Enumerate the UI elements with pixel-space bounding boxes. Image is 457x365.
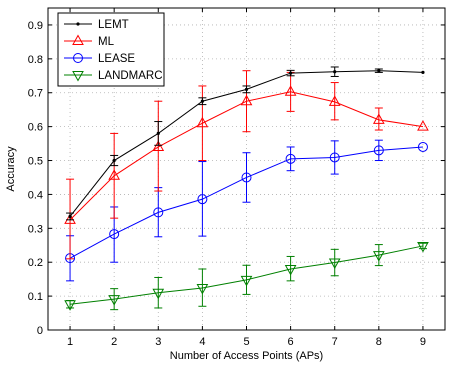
legend-box [57,12,165,87]
data-point-landmarc [372,251,385,262]
error-bar-ml [374,107,383,131]
y-tick-label: 0.2 [28,257,43,269]
data-point-landmarc [240,275,253,287]
legend-label-ml: ML [98,36,115,48]
error-bar-ml [330,82,339,121]
y-tick-label: 0.9 [28,20,43,32]
x-tick-label: 5 [243,336,249,348]
legend-marker-ml [72,34,84,45]
axis-ticks: 1 2 3 4 5 6 7 8 9 0 0.1 0.2 0.3 0.4 0.5 0.6 0.7 0.8 0.9 [28,8,445,348]
y-tick-label: 0.3 [28,223,43,235]
legend-label-lemt: LEMT [98,19,129,31]
data-point-ml [108,169,121,180]
data-point-lemt [377,69,381,73]
data-point-landmarc [152,288,165,300]
data-point-lease [329,152,340,163]
y-tick-label: 0.7 [28,88,43,100]
legend-label-lease: LEASE [98,53,135,65]
legend-item-lemt: LEMT [64,19,129,31]
data-point-lease [241,172,252,183]
series-lemt [66,66,425,221]
x-tick-label: 4 [199,336,205,348]
plot-frame [47,7,446,331]
data-point-lease [153,207,164,218]
data-point-lemt [112,158,116,163]
x-tick-label: 9 [420,336,426,348]
data-point-lease [285,153,296,164]
data-point-landmarc [64,300,76,311]
data-point-ml [152,140,165,151]
y-tick-label: 0.6 [28,122,43,134]
legend-marker-lease [73,53,83,63]
x-tick-label: 2 [111,336,117,348]
data-point-ml [240,94,253,106]
y-tick-label: 0.5 [28,156,43,168]
data-point-ml [417,120,429,131]
legend-marker-lemt [76,22,80,26]
y-tick-label: 0.1 [28,291,43,303]
data-point-lemt [421,70,425,74]
legend: LEMT ML LEASE LANDMARC [57,12,165,87]
x-tick-label: 7 [332,336,338,348]
legend-label-landmarc: LANDMARC [98,70,163,82]
data-point-lemt [156,131,160,136]
data-point-lease [197,194,208,205]
legend-marker-landmarc [72,71,84,82]
legend-item-ml: ML [64,34,115,48]
data-point-lemt [200,99,204,103]
data-point-ml [196,116,209,128]
data-point-landmarc [284,264,297,276]
series-line-lease [69,146,423,259]
data-point-lemt [333,70,337,74]
data-point-lemt [68,214,72,219]
data-point-lemt [244,87,249,91]
series-line-landmarc [69,245,424,305]
y-tick-label: 0.4 [28,189,43,201]
series-landmarc [64,241,429,311]
series-line-ml [69,91,424,221]
series-lease [65,139,428,282]
x-axis-label: Number of Access Points (APs) [170,350,323,362]
data-point-ml [64,213,76,224]
y-tick-label: 0.8 [28,54,43,66]
data-point-ml [372,113,385,124]
x-tick-label: 3 [155,336,161,348]
data-point-landmarc [328,258,341,270]
legend-item-lease: LEASE [64,53,135,65]
legend-item-landmarc: LANDMARC [64,70,163,82]
y-tick-label: 0 [37,325,43,337]
data-point-lease [109,229,120,240]
data-point-lease [373,145,384,156]
data-point-lemt [289,71,293,75]
x-tick-label: 1 [67,336,73,348]
x-tick-label: 6 [288,336,294,348]
data-point-landmarc [108,295,121,306]
data-point-lease [417,141,428,152]
data-point-landmarc [417,241,429,253]
data-point-ml [284,85,297,96]
data-point-ml [328,95,341,106]
x-tick-label: 8 [376,336,382,348]
error-bar-ml [154,100,163,192]
y-axis-label: Accuracy [5,146,17,192]
series-layer [64,66,429,311]
data-point-landmarc [196,283,209,295]
